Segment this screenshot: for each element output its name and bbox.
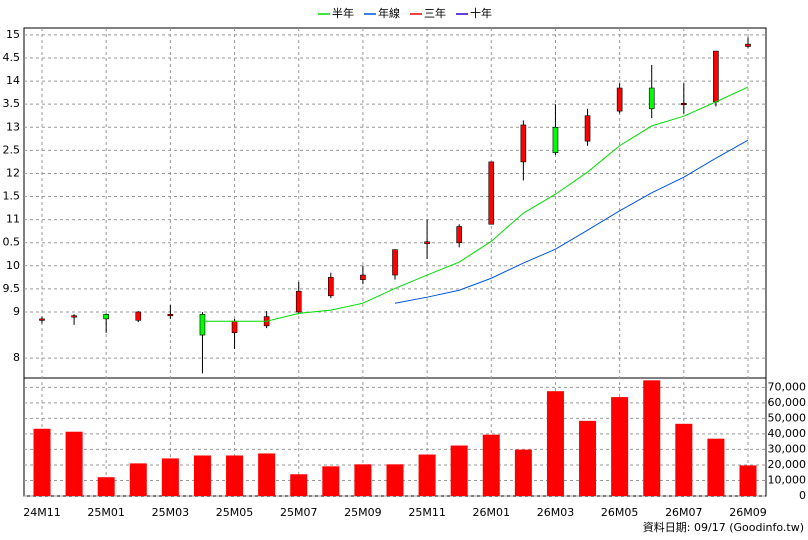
volume-bar (65, 431, 83, 496)
legend-label: 十年 (470, 6, 492, 20)
y2-tick-label: 70,000 (768, 380, 807, 393)
volume-bar (675, 423, 693, 496)
volume-bar (33, 428, 51, 496)
y2-tick-label: 10,000 (768, 473, 807, 486)
candle-body (135, 311, 142, 321)
x-tick-label: 24M11 (23, 506, 61, 519)
footer: 資料日期: 09/17 (Goodinfo.tw) (643, 520, 804, 534)
candle-body (745, 43, 751, 47)
y-tick-label: 12 (6, 166, 20, 179)
legend-label: 半年 (332, 6, 354, 20)
ma-line (202, 86, 749, 322)
volume-bar (643, 380, 661, 496)
x-tick-label: 26M01 (473, 506, 511, 519)
volume-bar (97, 477, 115, 496)
y-tick-label: 9 (13, 305, 20, 318)
volume-bar (579, 420, 597, 496)
candle-body (103, 313, 109, 320)
legend-label: 年線 (378, 6, 400, 20)
candle-body (199, 313, 206, 336)
volume-bar (290, 474, 308, 496)
x-tick-label: 25M09 (344, 506, 382, 519)
y-tick-label: 15 (6, 28, 20, 41)
x-tick-label: 26M07 (665, 506, 703, 519)
volume-bar (193, 455, 211, 496)
x-tick-label: 26M09 (729, 506, 767, 519)
y-tick-label: 9.5 (3, 282, 21, 295)
volume-bar (161, 458, 179, 496)
candle-body (520, 124, 527, 163)
y-tick-label: 14 (6, 74, 20, 87)
y-tick-label: 4.5 (3, 51, 21, 64)
volume-bar (739, 465, 757, 496)
y2-tick-label: 60,000 (768, 396, 807, 409)
volume-bar (418, 454, 436, 496)
candle-body (681, 102, 687, 106)
x-tick-label: 25M01 (87, 506, 125, 519)
candle-body (584, 115, 591, 142)
candle-body (713, 50, 719, 103)
x-tick-label: 25M07 (280, 506, 318, 519)
volume-bar (354, 464, 372, 496)
candle-body (552, 126, 559, 153)
y-tick-label: 1.5 (3, 190, 21, 203)
y2-tick-label: 50,000 (768, 411, 807, 424)
volume-bar (611, 397, 629, 496)
volume-bar (322, 466, 340, 496)
y-tick-label: 11 (6, 213, 20, 226)
x-tick-label: 26M05 (601, 506, 639, 519)
candle-body (360, 274, 366, 280)
y2-tick-label: 40,000 (768, 427, 807, 440)
volume-bar (482, 434, 500, 496)
candle-body (488, 161, 495, 225)
candle-body (616, 87, 623, 112)
candle-body (456, 226, 462, 244)
y-tick-label: 13 (6, 120, 20, 133)
candle-body (295, 290, 302, 313)
x-tick-label: 25M05 (216, 506, 254, 519)
candle-body (71, 315, 77, 318)
volume-bar (546, 391, 564, 496)
y-tick-label: 3.5 (3, 97, 21, 110)
volume-bar (226, 455, 244, 496)
y-tick-label: 8 (13, 351, 20, 364)
volume-bar (707, 438, 725, 496)
y2-tick-label: 0 (799, 489, 806, 502)
ma-line (394, 139, 749, 304)
x-tick-label: 26M03 (537, 506, 575, 519)
volume-bar (514, 449, 532, 496)
x-tick-label: 25M11 (408, 506, 446, 519)
candle-body (648, 87, 655, 110)
volume-bar (129, 463, 147, 496)
candle-body (392, 249, 398, 276)
volume-bar (450, 445, 468, 496)
volume-bar (386, 464, 404, 496)
candle-body (167, 313, 174, 317)
volume-bar (258, 453, 276, 496)
candle-body (231, 320, 238, 334)
candle-body (39, 318, 45, 321)
x-tick-label: 25M03 (152, 506, 190, 519)
candle-body (328, 277, 334, 297)
y-tick-label: 10 (6, 259, 20, 272)
y-tick-label: 0.5 (3, 236, 21, 249)
y2-tick-label: 20,000 (768, 458, 807, 471)
candle-body (424, 241, 430, 244)
legend-label: 三年 (424, 6, 446, 20)
y2-tick-label: 30,000 (768, 442, 807, 455)
y-tick-label: 2.5 (3, 143, 21, 156)
